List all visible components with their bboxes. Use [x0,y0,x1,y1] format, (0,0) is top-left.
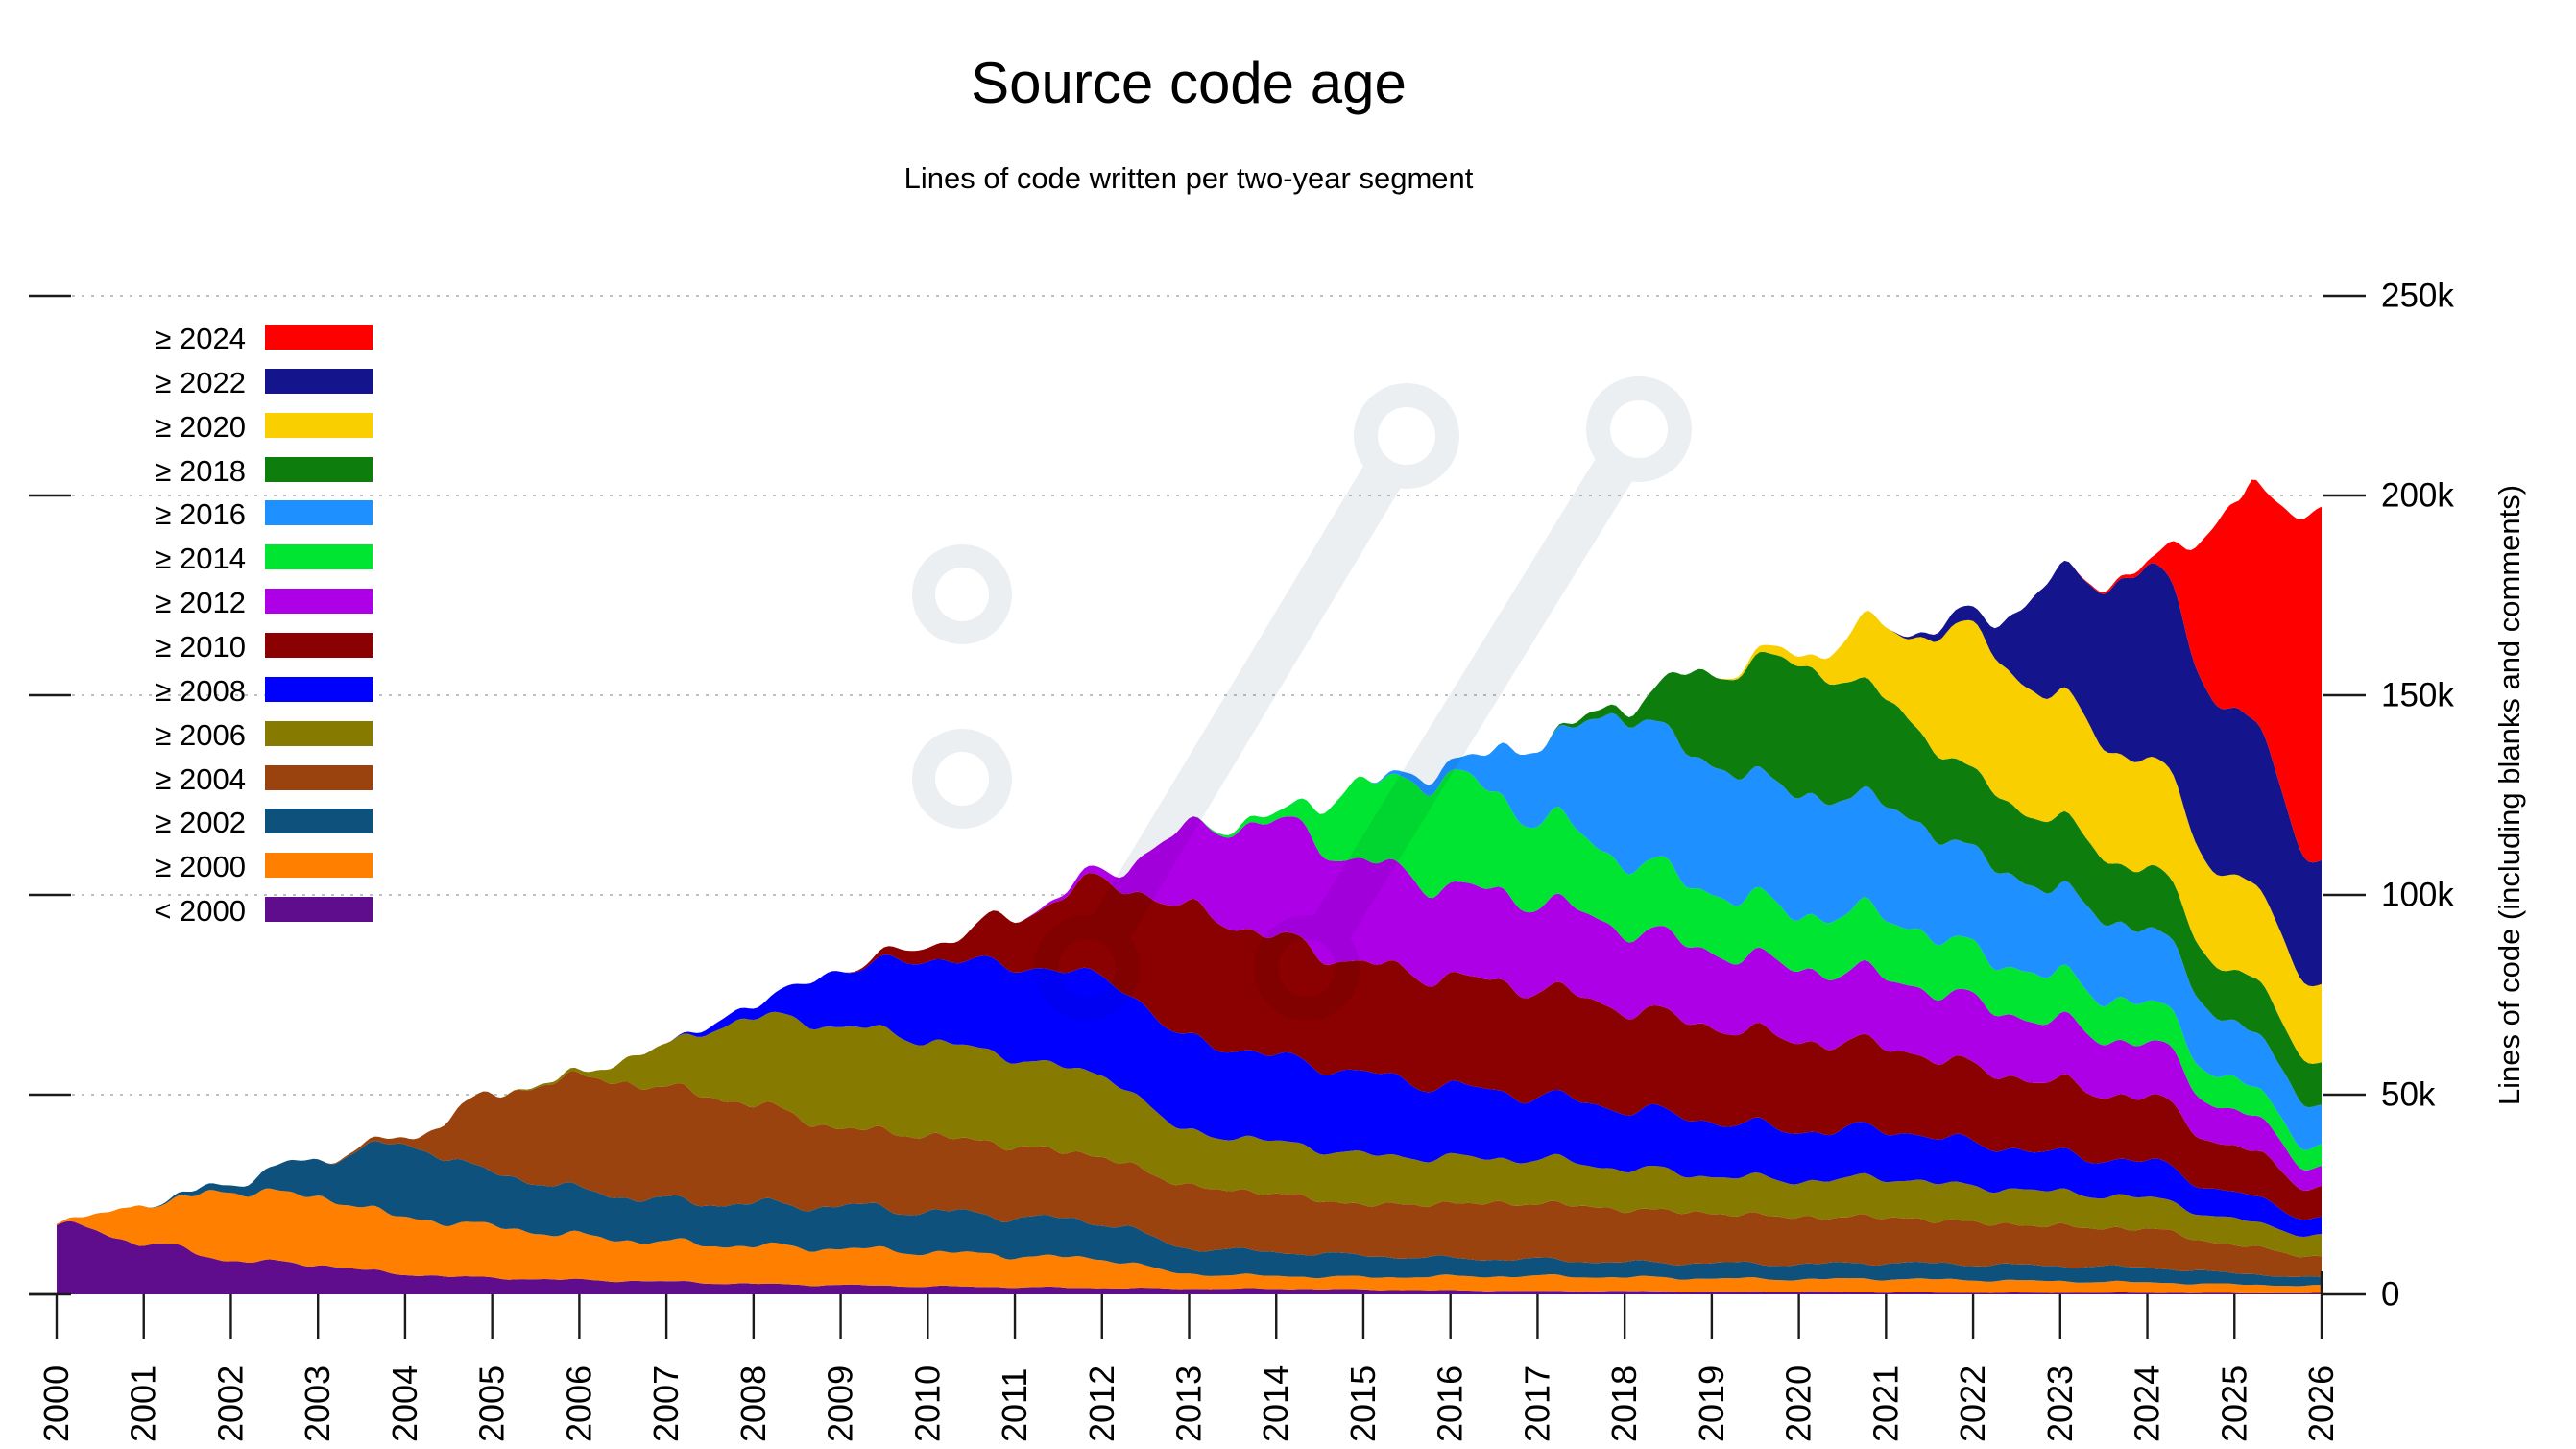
legend-item-label: ≥ 2022 [155,365,246,399]
x-tick-label-2010: 2010 [907,1365,947,1442]
legend-item-swatch [265,544,373,570]
legend-item-swatch [265,412,373,438]
page-title: Source code age [971,51,1407,115]
axis-ticks [29,294,2366,1339]
stacked-area-series [57,479,2322,1294]
logo-slash2-icon-bottom-ring [1254,915,1360,1021]
legend-item-swatch [265,632,373,658]
x-tick-label-2020: 2020 [1779,1365,1818,1442]
logo-slash1-icon-bar [1091,462,1403,942]
x-tick-label-2007: 2007 [646,1365,686,1442]
area-series-2006 [57,1011,2322,1258]
legend-item-label: ≥ 2024 [155,322,246,355]
y-tick-label-0: 0 [2381,1276,2399,1314]
x-tick-label-2004: 2004 [385,1365,424,1442]
legend-item-swatch [265,589,373,615]
legend-item-label: ≥ 2010 [155,629,246,664]
legend-item-swatch [265,897,373,923]
logo-dot-upper-icon [912,544,1012,644]
area-series-<2000 [57,1220,2322,1294]
logo-dot-lower-icon [912,729,1012,829]
x-tick-label-2006: 2006 [559,1365,598,1442]
area-series-2002 [57,1141,2322,1287]
x-tick-label-2018: 2018 [1604,1365,1644,1442]
x-tick-label-2024: 2024 [2128,1365,2167,1442]
legend-item-swatch [265,500,373,526]
legend-item-label: ≥ 2000 [155,850,246,884]
x-tick-label-2002: 2002 [210,1365,250,1442]
x-tick-label-2025: 2025 [2214,1365,2253,1442]
area-series-2000 [57,1188,2322,1293]
x-tick-label-2015: 2015 [1343,1365,1383,1442]
legend-item-swatch [265,764,373,790]
x-tick-label-2016: 2016 [1431,1365,1470,1442]
legend-item-swatch [265,325,373,350]
legend-item-label: ≥ 2020 [155,409,246,444]
legend-item-label: ≥ 2006 [155,717,246,752]
x-tick-label-2009: 2009 [821,1365,860,1442]
area-series-2010 [57,873,2322,1224]
page-subtitle: Lines of code written per two-year segme… [903,161,1474,195]
area-series-2008 [57,954,2322,1237]
legend-item-label: ≥ 2012 [155,586,246,620]
legend-item-label: ≥ 2004 [155,761,246,796]
x-tick-label-2005: 2005 [472,1365,512,1442]
x-tick-label-2011: 2011 [995,1368,1034,1442]
x-tick-label-2014: 2014 [1256,1365,1295,1442]
logo-slash1-icon-bottom-ring [1034,915,1140,1021]
y-tick-label-150k: 150k [2381,677,2454,714]
area-series-2016 [57,712,2322,1224]
legend-item-swatch [265,676,373,702]
legend-item-swatch [265,809,373,834]
x-tick-label-2021: 2021 [1866,1365,1905,1442]
y-axis-title: Lines of code (including blanks and comm… [2492,485,2526,1105]
legend-item-label: ≥ 2002 [155,806,246,840]
axis-labels: 2000 2001 2002 2003 2004 2005 2006 2007 2008 2009… [36,278,2526,1443]
x-tick-label-2000: 2000 [36,1365,76,1442]
x-tick-label-2026: 2026 [2301,1365,2341,1442]
legend-item-swatch [265,720,373,746]
y-tick-label-200k: 200k [2381,477,2454,515]
x-tick-label-2013: 2013 [1169,1365,1209,1442]
legend-item-swatch [265,368,373,394]
area-series-2004 [57,1071,2322,1278]
background-logo-watermark [912,375,1692,1021]
x-tick-label-2022: 2022 [1953,1365,1992,1442]
logo-slash2-icon-bar [1311,455,1635,942]
area-series-2012 [57,816,2322,1224]
x-tick-label-2017: 2017 [1517,1365,1556,1442]
x-tick-label-2019: 2019 [1692,1365,1731,1442]
area-series-2022 [57,560,2322,1224]
legend-item-label: < 2000 [154,894,246,929]
legend-item-label: ≥ 2014 [155,542,246,576]
x-tick-label-2023: 2023 [2040,1365,2080,1442]
x-tick-label-2001: 2001 [124,1365,163,1442]
y-tick-label-250k: 250k [2381,278,2454,315]
legend-item-label: ≥ 2008 [155,673,246,708]
logo-slash1-icon-top-ring [1354,383,1459,489]
logo-slash2-icon-top-ring [1585,375,1692,483]
y-tick-label-100k: 100k [2381,877,2454,914]
legend-item-label: ≥ 2016 [155,497,246,532]
x-tick-label-2008: 2008 [734,1365,773,1442]
x-tick-label-2003: 2003 [298,1365,337,1442]
y-tick-label-50k: 50k [2381,1076,2436,1114]
legend-item-swatch [265,456,373,482]
legend-item-label: ≥ 2018 [155,453,246,488]
x-tick-label-2012: 2012 [1082,1365,1121,1442]
legend-item-swatch [265,853,373,879]
